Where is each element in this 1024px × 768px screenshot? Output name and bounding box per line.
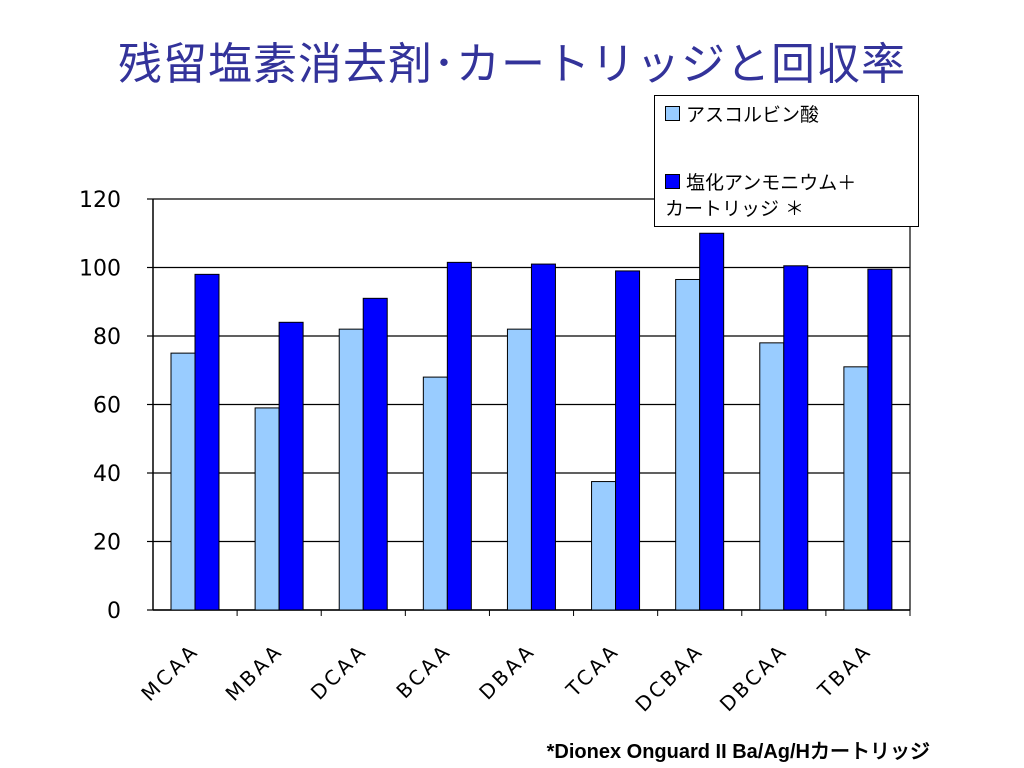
chart-title: 残留塩素消去剤･カートリッジと回収率	[118, 39, 906, 90]
legend-item-series-1: アスコルビン酸	[665, 102, 819, 128]
y-tick-label: 80	[93, 325, 121, 350]
bar-series-2-dcaa	[362, 297, 388, 611]
y-tick-label: 60	[93, 394, 121, 419]
bar-series-1-mbaa	[254, 407, 280, 611]
x-tick-label: MBAA	[221, 639, 288, 706]
y-tick-label: 40	[93, 462, 121, 487]
y-tick-label: 120	[79, 188, 121, 213]
legend-label-series-1: アスコルビン酸	[686, 104, 820, 126]
legend-swatch-series-1	[665, 106, 680, 121]
bar-series-2-mcaa	[194, 273, 220, 611]
footnote: *Dionex Onguard II Ba/Ag/Hカートリッジ	[546, 741, 930, 763]
bar-series-1-tbaa	[843, 366, 869, 611]
bar-series-2-mbaa	[278, 321, 304, 611]
x-tick-label: BCAA	[391, 639, 456, 704]
legend: アスコルビン酸 塩化アンモニウム＋ カートリッジ ＊	[654, 95, 919, 227]
bar-series-1-bcaa	[422, 376, 448, 611]
legend-label-series-2: 塩化アンモニウム＋ カートリッジ ＊	[665, 172, 857, 220]
bar-series-2-dcbaa	[699, 232, 725, 611]
x-tick-label: DCAA	[306, 639, 372, 705]
y-tick-label: 0	[107, 599, 121, 624]
y-tick-label: 20	[93, 531, 121, 556]
bar-series-2-bcaa	[446, 261, 472, 611]
x-tick-label: TBAA	[812, 639, 876, 703]
bar-series-1-tcaa	[591, 481, 617, 611]
bar-series-2-dbaa	[530, 263, 556, 611]
bar-series-2-tbaa	[867, 268, 893, 611]
x-tick-label: DBAA	[474, 639, 540, 705]
x-tick-label: TCAA	[561, 639, 625, 703]
x-tick-label: MCAA	[136, 639, 203, 706]
bar-series-2-dbcaa	[783, 265, 809, 611]
bar-series-2-tcaa	[615, 270, 641, 611]
bar-series-1-dbaa	[506, 328, 532, 611]
x-tick-label: DCBAA	[630, 639, 708, 717]
bar-series-1-dcaa	[338, 328, 364, 611]
x-tick-label: DBCAA	[715, 639, 793, 717]
bar-series-1-mcaa	[170, 352, 196, 611]
legend-swatch-series-2	[665, 174, 680, 189]
bar-series-1-dbcaa	[759, 342, 785, 611]
y-tick-label: 100	[79, 257, 121, 282]
bar-series-1-dcbaa	[675, 278, 701, 611]
legend-item-series-2: 塩化アンモニウム＋ カートリッジ ＊	[665, 170, 856, 222]
